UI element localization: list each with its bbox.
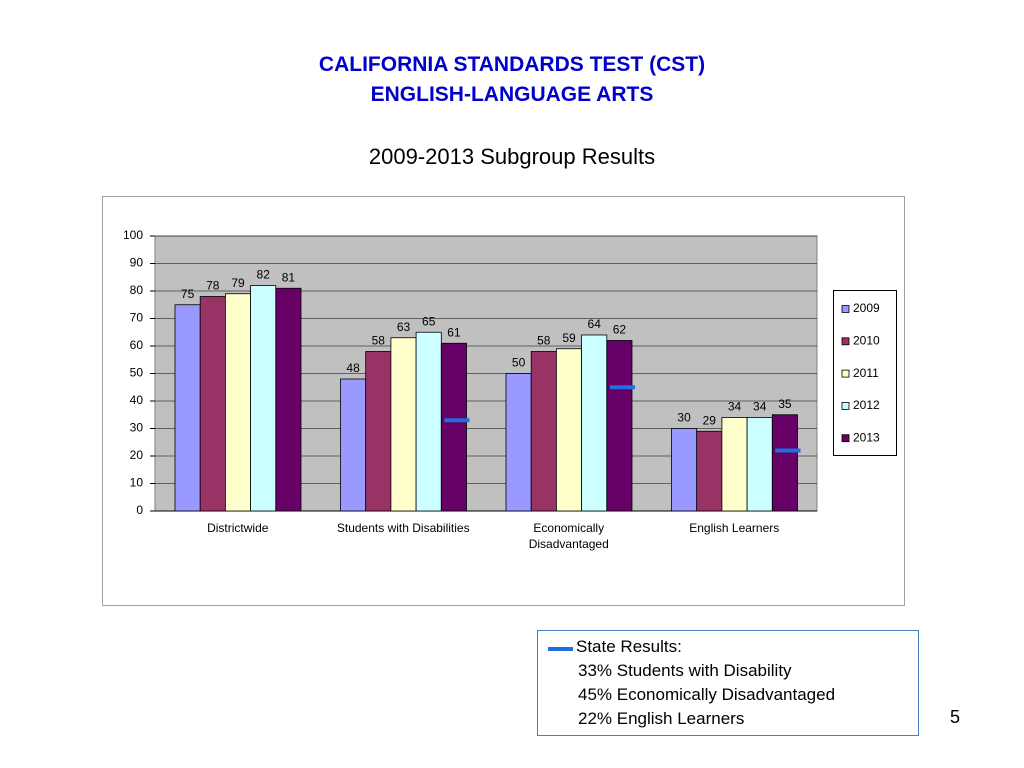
page-number: 5 (950, 707, 961, 727)
y-tick-label: 80 (130, 283, 144, 297)
bar (390, 337, 417, 512)
legend-label: 2012 (853, 398, 880, 412)
y-tick-label: 70 (130, 311, 144, 325)
title-line: CALIFORNIA STANDARDS TEST (CST) (318, 53, 706, 76)
value-label: 48 (346, 361, 360, 375)
x-tick-label: English Learners (689, 521, 780, 535)
value-label: 63 (397, 320, 411, 334)
bar (250, 285, 277, 512)
bar (746, 417, 773, 512)
bar (671, 428, 698, 512)
title-line: ENGLISH-LANGUAGE ARTS (370, 83, 654, 106)
value-label: 61 (447, 325, 461, 339)
bar (530, 351, 557, 512)
bar (440, 342, 467, 512)
value-label: 35 (778, 397, 792, 411)
legend-label: 2011 (853, 366, 879, 380)
bar (174, 304, 201, 512)
legend-swatch (841, 337, 850, 346)
bar (505, 373, 532, 512)
bar (415, 331, 442, 512)
legend-label: 2009 (853, 301, 880, 315)
y-tick-label: 10 (130, 476, 144, 490)
value-label: 79 (231, 276, 245, 290)
value-label: 30 (677, 411, 691, 425)
legend-label: 2013 (853, 430, 880, 444)
state-marker-key (548, 647, 573, 651)
value-label: 75 (181, 287, 195, 301)
value-label: 81 (282, 270, 296, 284)
legend-swatch (841, 369, 850, 378)
bar (771, 414, 798, 512)
note-line: 45% Economically Disadvantaged (578, 685, 836, 704)
bar (721, 417, 748, 512)
value-label: 58 (372, 334, 386, 348)
y-tick-label: 20 (130, 448, 144, 462)
value-label: 62 (613, 323, 627, 337)
y-tick-label: 50 (130, 366, 144, 380)
bar (365, 351, 392, 512)
y-tick-label: 60 (130, 338, 144, 352)
bar (581, 334, 608, 512)
bar (275, 287, 302, 512)
bar (606, 340, 633, 512)
bar (340, 378, 367, 512)
y-tick-label: 100 (123, 228, 143, 242)
value-label: 78 (206, 279, 220, 293)
value-label: 58 (537, 334, 551, 348)
bar (199, 296, 226, 512)
y-tick-label: 90 (130, 256, 144, 270)
value-label: 34 (753, 400, 767, 414)
legend-swatch (841, 434, 850, 443)
legend-swatch (841, 401, 850, 410)
bar (224, 293, 251, 512)
x-tick-label: Economically Disadvantaged (528, 521, 609, 551)
note-line: 33% Students with Disability (578, 661, 792, 680)
y-tick-label: 40 (130, 393, 144, 407)
subtitle: 2009-2013 Subgroup Results (368, 144, 656, 169)
state-results-box: State Results: 33% Students with Disabil… (537, 630, 919, 736)
note-line: 22% English Learners (578, 709, 745, 728)
x-tick-label: Students with Disabilities (336, 521, 470, 535)
bar (556, 348, 583, 512)
bar (696, 430, 723, 512)
legend-swatch (841, 305, 850, 313)
chart: 0 10 20 30 40 50 60 70 80 90 100 75 78 79 82 81 48 58 63 65… (102, 196, 905, 606)
y-tick-label: 30 (130, 421, 144, 435)
value-label: 34 (728, 400, 742, 414)
y-tick-label: 0 (136, 503, 143, 517)
value-label: 82 (257, 268, 271, 282)
value-label: 50 (512, 356, 526, 370)
note-heading: State Results: (576, 637, 682, 656)
value-label: 64 (588, 317, 602, 331)
value-label: 59 (562, 331, 576, 345)
value-label: 29 (703, 413, 717, 427)
value-label: 65 (422, 314, 436, 328)
legend-label: 2010 (853, 333, 880, 347)
x-tick-label: Districtwide (207, 521, 269, 535)
